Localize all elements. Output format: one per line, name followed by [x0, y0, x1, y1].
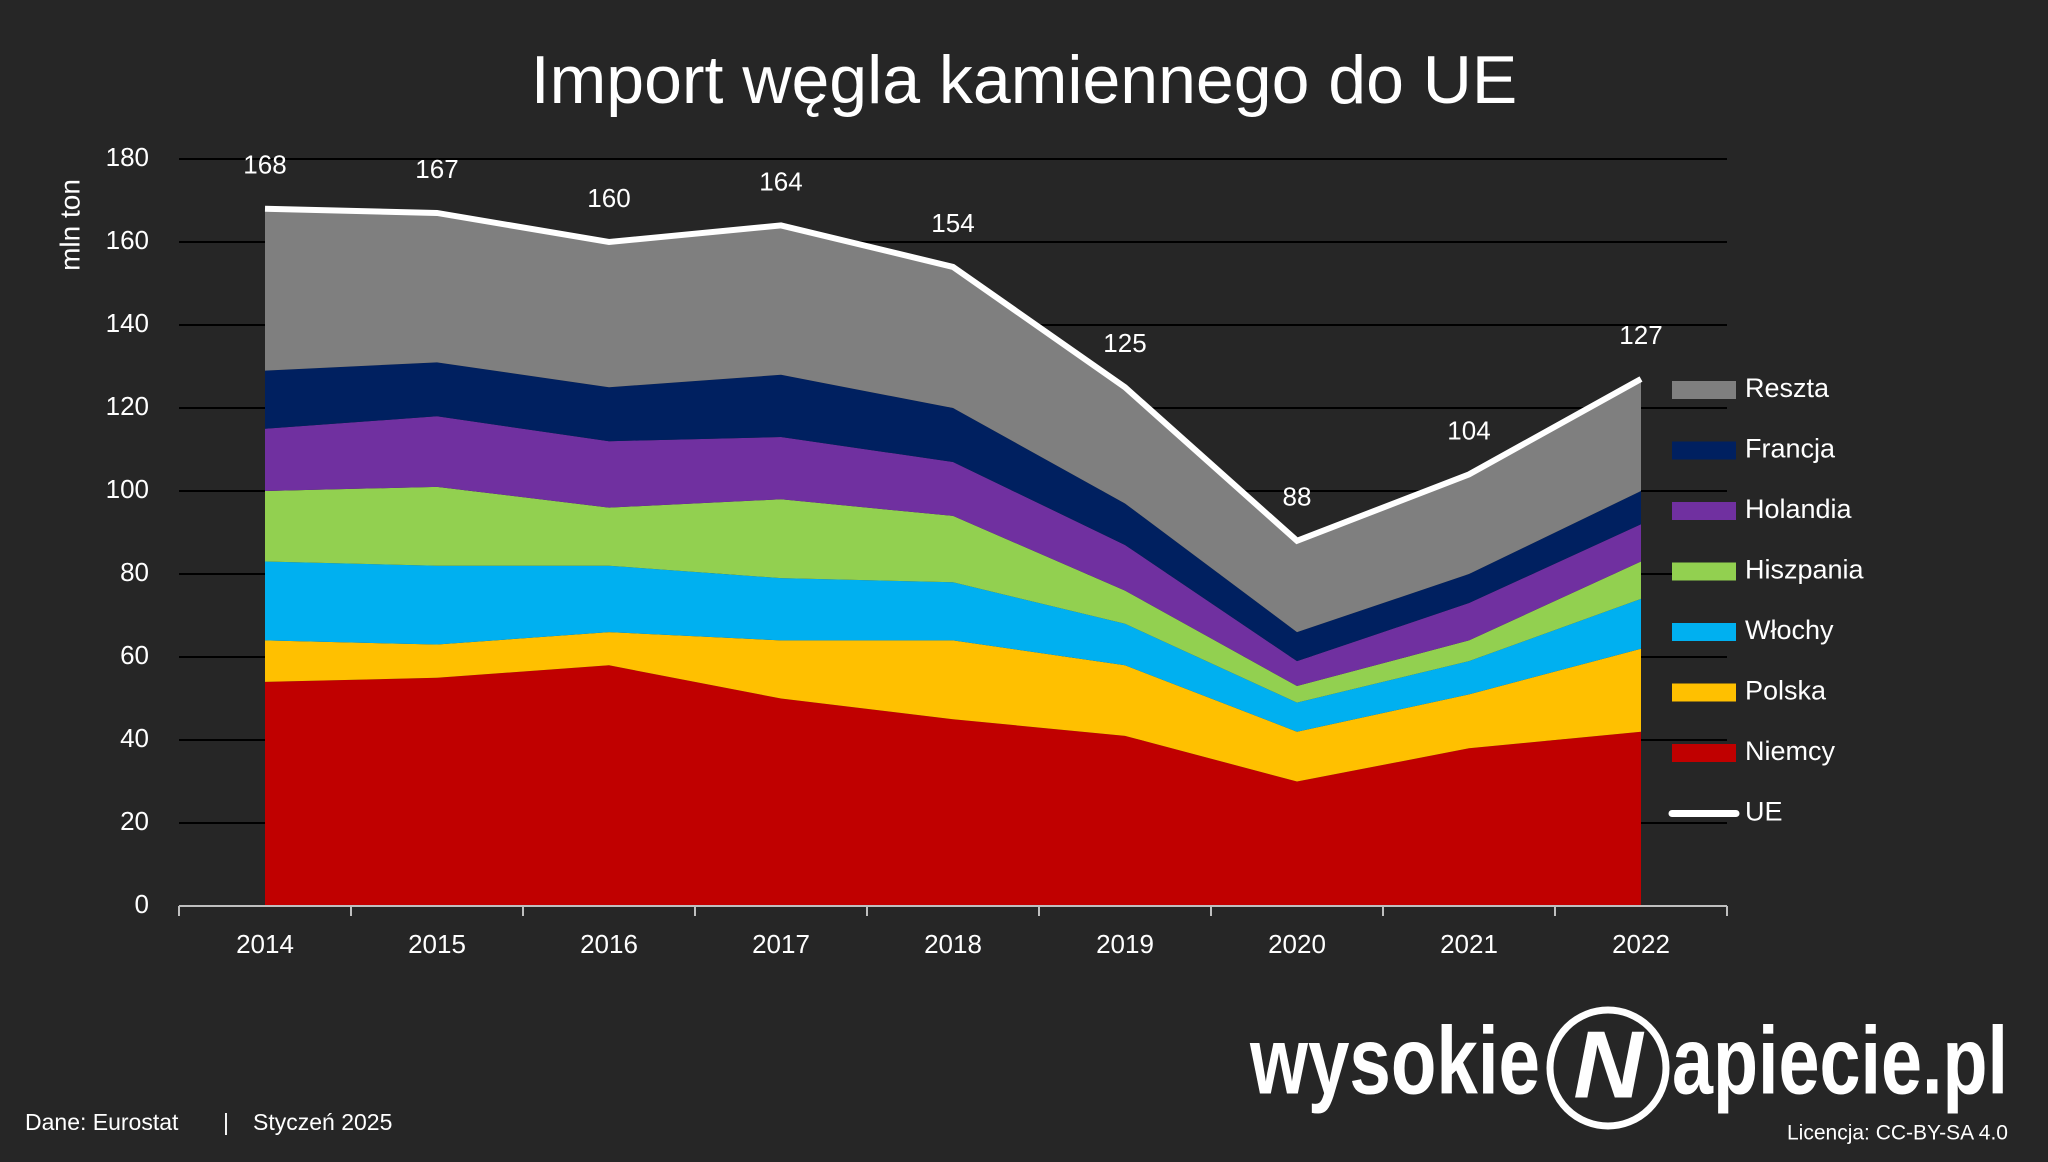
line: [264, 205, 1643, 545]
legend-swatch: [1672, 381, 1736, 399]
footer-date: Styczeń 2025: [253, 1109, 392, 1135]
footer-license: Licencja: CC-BY-SA 4.0: [1787, 1122, 2008, 1145]
logo-circle: [1546, 1006, 1670, 1130]
x-tick-label: 2020: [1268, 929, 1326, 959]
area: [265, 561, 1641, 732]
y-tick-label: 160: [106, 225, 149, 255]
area: [265, 362, 1641, 662]
area: [265, 632, 1641, 782]
chart-title: Import węgla kamiennego do UE: [531, 42, 1518, 118]
area: [265, 665, 1641, 906]
y-axis-label: mln ton: [54, 179, 85, 271]
area: [265, 208, 1641, 633]
x-tick-label: 2018: [924, 929, 982, 959]
data-label: 104: [1447, 415, 1490, 445]
logo-text: apiecie.pl: [1672, 1007, 2008, 1114]
legend-label: Niemcy: [1745, 736, 1836, 766]
x-tick-label: 2022: [1612, 929, 1670, 959]
legend-label: Holandia: [1745, 494, 1853, 524]
x-tick-label: 2016: [580, 929, 638, 959]
data-label: 154: [931, 208, 974, 238]
legend-label: Włochy: [1745, 615, 1834, 645]
x-tick-label: 2019: [1096, 929, 1154, 959]
y-tick-label: 140: [106, 308, 149, 338]
footer-separator: |: [223, 1109, 229, 1135]
legend-label: UE: [1745, 797, 1783, 827]
x-tick-label: 2017: [752, 929, 810, 959]
data-label: 88: [1283, 482, 1312, 512]
legend-swatch: [1672, 623, 1736, 641]
data-label: 164: [759, 166, 802, 196]
legend-label: Polska: [1745, 676, 1827, 706]
legend-swatch: [1672, 683, 1736, 702]
area: [265, 486, 1641, 703]
y-tick-label: 80: [120, 557, 149, 587]
y-tick-label: 100: [106, 474, 149, 504]
data-label: 160: [587, 183, 630, 213]
y-tick-label: 40: [120, 723, 149, 753]
legend-swatch: [1672, 744, 1736, 762]
data-label: 168: [243, 150, 286, 180]
footer-source: Dane: Eurostat: [25, 1109, 179, 1135]
x-tick-label: 2015: [408, 929, 466, 959]
x-tick-label: 2021: [1440, 929, 1498, 959]
y-tick-label: 20: [120, 806, 149, 836]
y-tick-label: 180: [106, 142, 149, 172]
y-tick-label: 0: [135, 889, 149, 919]
data-label: 125: [1103, 328, 1146, 358]
legend-swatch: [1672, 562, 1736, 581]
data-label: 127: [1619, 320, 1662, 350]
area: [265, 416, 1641, 687]
data-label: 167: [415, 154, 458, 184]
legend-label: Francja: [1745, 434, 1836, 464]
legend-label: Hiszpania: [1745, 555, 1865, 585]
legend-swatch: [1672, 441, 1736, 460]
legend-swatch: [1672, 502, 1736, 520]
logo-mark: N: [1573, 1011, 1644, 1118]
legend-label: Reszta: [1745, 373, 1830, 403]
y-tick-label: 120: [106, 391, 149, 421]
y-tick-label: 60: [120, 640, 149, 670]
x-tick-label: 2014: [236, 929, 294, 959]
logo-text: wysokie: [1249, 1007, 1540, 1114]
